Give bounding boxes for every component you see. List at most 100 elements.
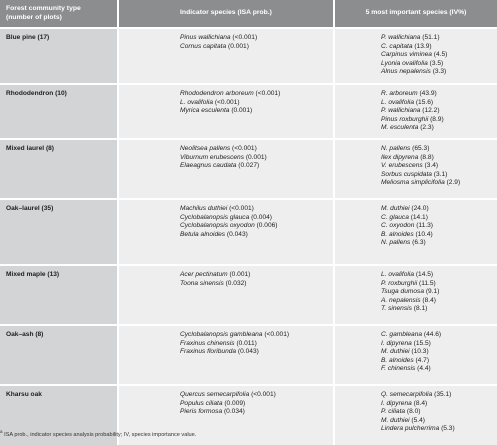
important-species-cell: N. pallens (65.3) Ilex dipyrena (8.8) V. e… [333, 138, 497, 199]
community-type-cell: Blue pine (17) [0, 27, 118, 84]
species-name: Ilex dipyrena [381, 153, 419, 161]
importance-value: (11.5) [417, 279, 436, 287]
table-header-row: Forest community type (number of plots) … [0, 0, 497, 28]
species-name: C. glauca [381, 213, 409, 221]
community-type-cell: Mixed maple (13) [0, 264, 118, 325]
importance-value: (8.9) [428, 115, 444, 123]
important-species-entry: Meliosma simplicifolia (2.9) [381, 179, 497, 188]
species-name: Tsuga dumosa [381, 288, 425, 296]
species-name: Fraxinus floribunda [180, 348, 237, 356]
species-name: N. pallens [381, 239, 411, 247]
species-name: L. ovalifolia [381, 271, 414, 278]
important-species-entry: T. sinensis (8.1) [381, 305, 497, 314]
isa-probability: (<0.001) [253, 90, 281, 97]
indicator-species-entry: Fraxinus chinensis (0.011) [180, 340, 333, 349]
importance-value: (24.0) [409, 205, 429, 212]
importance-value: (5.4) [409, 416, 425, 424]
importance-value: (10.4) [413, 230, 433, 238]
species-name: P. ciliata [381, 408, 406, 416]
isa-probability: (<0.001) [230, 34, 258, 41]
importance-value: (15.5) [411, 339, 431, 347]
importance-value: (2.9) [444, 179, 461, 187]
important-species-entry: R. arboreum (43.9) [381, 90, 497, 99]
indicator-species-entry: Machilus duthiei (<0.001) [180, 205, 333, 214]
importance-value: (65.3) [410, 145, 430, 152]
species-name: Elaeagnus caudata [180, 162, 237, 170]
importance-value: (3.1) [431, 170, 448, 178]
isa-probability: (0.027) [236, 162, 260, 170]
importance-value: (10.3) [409, 348, 429, 356]
important-species-entry: Ilex dipyrena (8.8) [381, 154, 497, 163]
table-row: Oak–ash (8) Cyclobalanopsis gambleana (<0… [0, 324, 497, 385]
important-species-cell: Q. semecarpifolia (35.1) I. dipyrena (8.4… [333, 384, 497, 445]
species-name: Cornus capitata [180, 42, 227, 50]
table-row: Kharsu oak Quercus semecarpifolia (<0.001… [0, 384, 497, 445]
species-name: M. duthiei [381, 416, 410, 424]
species-name: T. sinensis [381, 305, 412, 313]
species-name: Acer pectinatum [180, 271, 228, 278]
indicator-species-entry: Populus ciliata (0.009) [180, 400, 333, 409]
importance-value: (8.4) [420, 296, 436, 304]
community-type-cell: Kharsu oak [0, 384, 118, 445]
species-name: B. alnoides [381, 356, 414, 364]
species-name: Toona sinensis [180, 279, 224, 287]
important-species-entry: Lyonia ovalifolia (3.5) [381, 60, 497, 69]
footnote-text: ISA prob., indicator species analysis pr… [4, 432, 197, 438]
important-species-cell: L. ovalifolia (14.5) P. roxburghii (11.5)… [333, 264, 497, 325]
species-name: Carpinus viminea [381, 51, 432, 59]
indicator-species-entry: Myrica esculenta (0.001) [180, 107, 333, 116]
importance-value: (2.3) [418, 124, 434, 132]
isa-probability: (0.006) [254, 222, 278, 230]
table-row: Mixed laurel (8) Neolitsea pallens (<0.00… [0, 138, 497, 199]
important-species-entry: A. nepalensis (8.4) [381, 297, 497, 306]
importance-value: (8.4) [411, 399, 428, 407]
species-name: M. esculenta [381, 124, 419, 132]
table-body: Blue pine (17) Pinus wallichiana (<0.001)… [0, 27, 497, 445]
indicator-species-entry: Elaeagnus caudata (0.027) [180, 162, 333, 171]
importance-value: (3.5) [427, 59, 444, 67]
community-type-cell: Rhododendron (10) [0, 83, 118, 139]
important-species-entry: B. alnoides (4.7) [381, 357, 497, 366]
indicator-species-entry: Viburnum erubescens (0.001) [180, 154, 333, 163]
species-name: V. erubescens [381, 162, 423, 170]
indicator-species-entry: Cyclobalanopsis glauca (0.004) [180, 214, 333, 223]
important-species-entry: P. wallichiana (12.2) [381, 107, 497, 116]
header-indicator-species: Indicator species (ISA prob.) [117, 0, 334, 28]
importance-value: (3.4) [422, 162, 439, 170]
importance-value: (14.5) [414, 271, 434, 278]
species-name: I. dipyrena [381, 399, 412, 407]
importance-value: (4.4) [415, 365, 431, 373]
important-species-entry: Sorbus cuspidata (3.1) [381, 171, 497, 180]
table-row: Mixed maple (13) Acer pectinatum (0.001) T… [0, 264, 497, 325]
species-name: Machilus duthiei [180, 205, 228, 212]
important-species-entry: V. erubescens (3.4) [381, 162, 497, 171]
importance-value: (13.9) [412, 42, 432, 50]
community-type-cell: Mixed laurel (8) [0, 138, 118, 199]
isa-probability: (0.009) [222, 399, 246, 407]
species-name: Cyclobalanopsis oxyodon [180, 222, 255, 230]
important-species-cell: P. wallichiana (51.1) C. capitata (13.9) C… [333, 27, 497, 84]
indicator-species-entry: L. ovalifolia (<0.001) [180, 99, 333, 108]
indicator-species-entry: Quercus semecarpifolia (<0.001) [180, 391, 333, 400]
important-species-entry: C. oxyodon (11.3) [381, 222, 497, 231]
important-species-entry: M. duthiei (24.0) [381, 205, 497, 214]
species-name: P. roxburghii [381, 279, 418, 287]
species-name: C. oxyodon [381, 222, 415, 230]
important-species-entry: P. wallichiana (51.1) [381, 34, 497, 43]
isa-probability: (0.043) [225, 230, 248, 238]
isa-probability: (0.001) [227, 271, 251, 278]
important-species-entry: P. ciliata (8.0) [381, 408, 497, 417]
community-type-cell: Oak–ash (8) [0, 324, 118, 385]
species-name: Sorbus cuspidata [381, 170, 432, 178]
isa-probability: (0.004) [249, 213, 273, 221]
species-name: Myrica esculenta [180, 107, 230, 115]
important-species-entry: Q. semecarpifolia (35.1) [381, 391, 497, 400]
importance-value: (4.7) [413, 356, 430, 364]
importance-value: (11.3) [414, 222, 433, 230]
species-name: Lyonia ovalifolia [381, 59, 428, 67]
important-species-cell: C. gambleana (44.6) I. dipyrena (15.5) M. … [333, 324, 497, 385]
species-name: Lindera pulcherrima [381, 425, 440, 433]
species-name: C. capitata [381, 42, 413, 50]
indicator-species-entry: Fraxinus floribunda (0.043) [180, 348, 333, 357]
species-name: Neolitsea pallens [180, 145, 231, 152]
